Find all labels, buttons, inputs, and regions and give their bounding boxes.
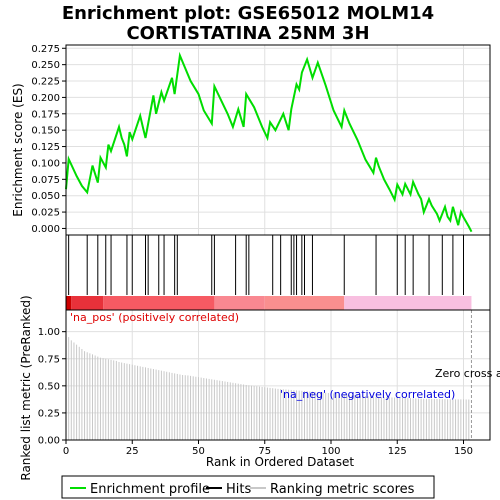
x-tick-label: 25 (126, 446, 139, 457)
ranking-metric-panel: 0.00 0.25 0.50 0.75 1.00 'na_pos' (positively… (38, 309, 500, 457)
enrichment-score-panel: 0.000 0.025 0.050 0.075 0.100 0.125 0.150 0.175… (31, 44, 491, 236)
x-axis-label: Rank in Ordered Dataset (206, 455, 354, 469)
chart-legend: Enrichment profile Hits Ranking metric s… (61, 475, 435, 499)
es-y-tick-label: 0.150 (31, 126, 60, 137)
metric-y-tick-label: 0.75 (38, 354, 60, 365)
es-y-tick-label: 0.050 (31, 191, 60, 202)
es-y-tick-label: 0.175 (31, 109, 60, 120)
es-y-tick-label: 0.075 (31, 175, 60, 186)
metric-y-tick-label: 1.00 (38, 327, 60, 338)
x-tick-label: 100 (321, 446, 340, 457)
legend-profile-label: Enrichment profile (90, 482, 210, 497)
es-y-tick-label: 0.200 (31, 93, 60, 104)
legend-box (61, 475, 435, 499)
es-y-tick-label: 0.000 (31, 224, 60, 235)
heatmap-segment (214, 296, 265, 310)
legend-metric-label: Ranking metric scores (270, 482, 415, 497)
es-y-tick-label: 0.275 (31, 44, 60, 55)
heatmap-segment (264, 296, 345, 310)
heatmap-segment (71, 296, 104, 310)
na-neg-annotation: 'na_neg' (negatively correlated) (280, 388, 455, 401)
es-plot-area (66, 45, 490, 235)
enrichment-profile-line (65, 51, 473, 233)
legend-hits-label: Hits (226, 482, 251, 497)
es-y-tick-label: 0.025 (31, 208, 60, 219)
zero-cross-annotation: Zero cross at 153 (435, 367, 500, 380)
chart-title-line-2: CORTISTATINA 25NM 3H (126, 23, 369, 44)
es-y-tick-label: 0.125 (31, 142, 60, 153)
es-y-tick-label: 0.100 (31, 158, 60, 169)
heatmap-segment (66, 296, 72, 310)
chart-title-line-1: Enrichment plot: GSE65012 MOLM14 (62, 3, 434, 24)
x-tick-label: 125 (388, 446, 407, 457)
es-y-tick-label: 0.250 (31, 60, 60, 71)
es-y-axis-label: Enrichment score (ES) (11, 83, 25, 216)
metric-y-tick-label: 0.25 (38, 408, 60, 419)
heatmap-segment (344, 296, 472, 310)
x-tick-label: 150 (454, 446, 473, 457)
na-pos-annotation: 'na_pos' (positively correlated) (70, 311, 239, 324)
x-tick-label: 0 (63, 446, 69, 457)
metric-y-tick-label: 0.50 (38, 381, 60, 392)
x-tick-label: 75 (258, 446, 271, 457)
es-y-tick-label: 0.225 (31, 77, 60, 88)
metric-plot-border (65, 309, 491, 441)
metric-y-axis-label: Ranked list metric (PreRanked) (19, 295, 33, 480)
x-tick-label: 50 (192, 446, 205, 457)
hits-panel (65, 234, 491, 311)
metric-y-tick-label: 0.00 (38, 436, 60, 447)
heatmap-segment (103, 296, 215, 310)
